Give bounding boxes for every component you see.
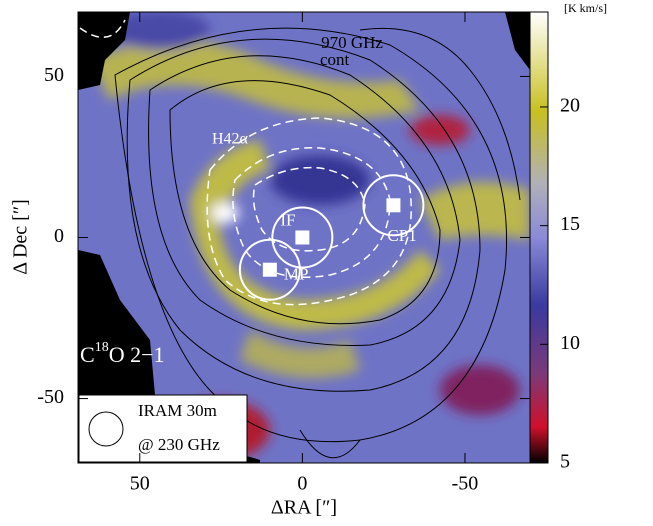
beam-label: @ 230 GHz [138,435,220,454]
position-marker [295,230,310,245]
beam-circle [238,238,301,301]
position-marker [262,262,277,277]
beam-legend: IRAM 30m @ 230 GHz [78,394,248,463]
map-title: C18O 2−1 [80,340,164,367]
x-tick-label: -50 [452,473,479,495]
x-tick-label: 50 [130,473,150,495]
annotation: 970 GHz [321,33,383,52]
position-label: MP [284,265,309,284]
position-label: IF [280,210,295,229]
title-suffix: O 2−1 [109,342,165,367]
position-marker [386,198,401,213]
y-tick-label: 50 [44,64,64,86]
colorbar-tick-label: 15 [560,213,580,235]
colorbar-label: [K km/s] [564,1,607,15]
annotation: H42α [212,131,249,148]
beam-circle [362,174,425,237]
y-tick-label: -50 [37,386,64,408]
y-tick-label: 0 [54,225,64,247]
colorbar-tick-label: 10 [560,332,580,354]
annotation: cont [320,50,350,69]
title-superscript: 18 [95,340,109,355]
colorbar-tick-label: 20 [560,95,580,117]
beam-label: IRAM 30m [138,401,217,420]
colorbar [529,11,549,464]
position-label: CP1 [387,226,416,245]
x-axis-label: ΔRA [″] [271,497,337,519]
colorbar-tick-label: 5 [560,451,570,473]
y-axis-label: Δ Dec [″] [10,199,32,275]
x-tick-label: 0 [297,473,307,495]
beam-circle [271,206,334,269]
title-prefix: C [80,342,95,367]
